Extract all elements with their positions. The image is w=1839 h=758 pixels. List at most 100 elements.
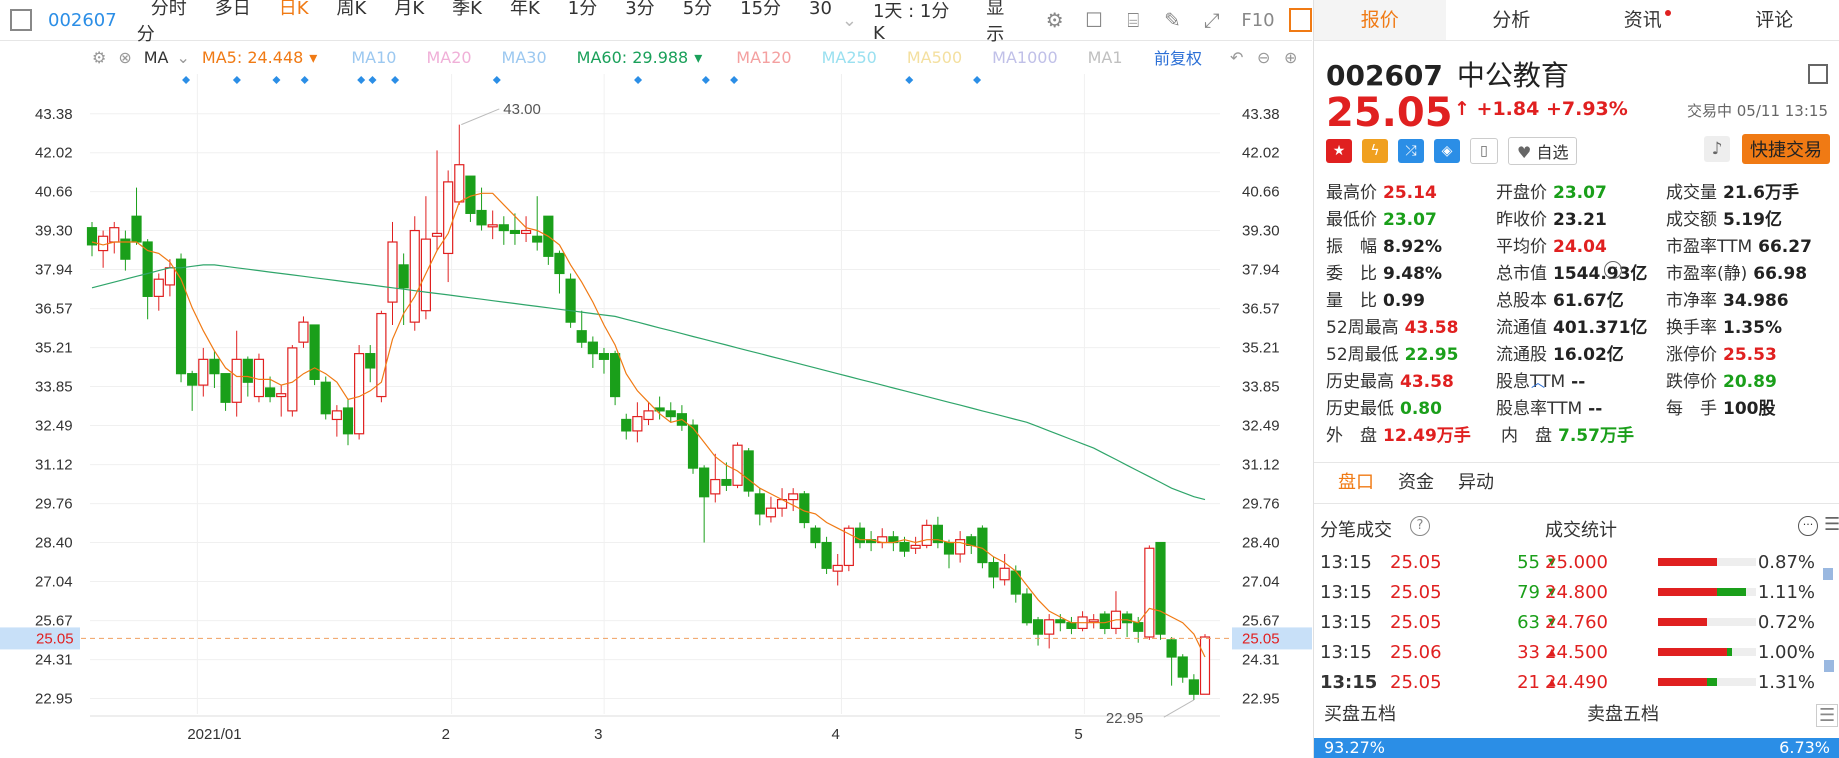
period-tab[interactable]: 30分 [136,0,832,45]
chevron-down-icon[interactable]: ⌄ [841,9,857,31]
chevron-down-icon[interactable]: ⌄ [176,47,190,67]
watchlist-label: 自选 [1536,143,1569,162]
quote-tab[interactable]: 评论 [1755,9,1794,31]
tick-price: 25.06 [1390,641,1442,663]
interval-select[interactable]: 1天 : 1分K [872,0,950,44]
stat-pct: 0.72% [1757,611,1816,633]
lightning-icon[interactable]: ϟ [1362,139,1388,163]
stock-code: 002607 [48,9,117,31]
add-watchlist-button[interactable]: ♥ 自选 [1508,137,1578,165]
candle-body [598,353,610,360]
settings-icon[interactable]: ⚙ [1045,8,1064,32]
period-tab[interactable]: 年K [509,0,540,19]
quote-label: 股息率TTM [1496,399,1583,419]
ma-item[interactable]: MA10 [351,47,397,67]
quick-trade-button[interactable]: 快捷交易 [1742,134,1830,164]
checkbox-icon[interactable]: ☐ [1084,8,1103,32]
period-tab[interactable]: 分时 [150,0,187,19]
ma-item[interactable]: MA500 [906,47,963,67]
undo-icon[interactable]: ↶ [1230,47,1244,67]
quote-value: 16.02亿 [1553,345,1624,365]
y-tick-label-right: 32.49 [1242,417,1280,434]
zoom-in-icon[interactable]: ⊕ [1284,47,1298,67]
stat-bar-buy [1658,588,1717,596]
scrollbar[interactable] [1823,568,1833,580]
shuffle-icon[interactable]: ⤮ [1398,139,1424,163]
ma-item[interactable]: MA120 [736,47,792,67]
quote-tab[interactable]: 报价 [1314,0,1446,40]
ma-item[interactable]: MA250 [821,47,877,67]
tag-icon[interactable]: ◈ [1434,139,1460,163]
ma-item[interactable]: MA60: 29.988 [576,47,689,67]
quote-label: 最低价 [1326,210,1377,230]
quote-cell: 市盈率TTM 66.27 [1666,232,1836,259]
period-tab[interactable]: 15分 [740,0,782,19]
period-tab[interactable]: 3分 [625,0,655,19]
candle-body [610,353,621,398]
y-tick-label-left: 27.04 [35,573,73,590]
quote-label: 总市值 [1496,264,1547,284]
x-tick-label: 4 [831,726,839,743]
quote-tab[interactable]: 资讯 [1577,0,1709,40]
x-tick-label: 5 [1074,726,1082,743]
chevron-down-icon[interactable]: ▾ [309,47,318,67]
china-flag-icon[interactable]: ★ [1326,139,1352,163]
pen-icon[interactable]: ✎ [1164,8,1181,32]
quote-row: 最低价 23.07 昨收价 23.21 成交额 5.19亿 [1326,205,1836,232]
collapse-panel-icon[interactable] [1808,64,1828,84]
period-tab[interactable]: 周K [336,0,367,19]
restore-rights-toggle[interactable]: 前复权 [1154,49,1203,68]
display-select[interactable]: 显示 [986,0,1005,45]
period-tab[interactable]: 日K [278,0,309,19]
side-panel-toggle[interactable] [1288,8,1312,32]
quote-label: 外 盘 [1326,426,1377,446]
quote-value: 66.27 [1758,237,1812,257]
quote-row: 振 幅 8.92% 平均价 24.04 市盈率TTM 66.27 [1326,232,1836,259]
ma-label[interactable]: MA [143,47,169,67]
ma-item[interactable]: MA30 [501,47,547,67]
chevron-down-icon[interactable]: ▾ [694,47,703,67]
candle-body [810,527,821,544]
candle-body [1133,622,1144,632]
ma-item[interactable]: MA5: 24.448 [201,47,304,67]
buy-five-label: 买盘五档 [1324,704,1396,725]
bell-icon[interactable]: ♪ [1704,136,1730,162]
layout-icon[interactable] [10,9,32,31]
fullscreen-icon[interactable]: ⤢ [1203,8,1220,32]
event-marker-icon [973,76,982,84]
period-tab[interactable]: 5分 [682,0,713,19]
scrollbar[interactable] [1824,660,1834,672]
ma-item[interactable]: MA20 [426,47,472,67]
stat-bar [1658,558,1757,566]
zoom-out-icon[interactable]: ⊖ [1257,47,1271,67]
period-tab[interactable]: 多日 [214,0,251,19]
close-icon[interactable]: ⊗ [118,47,132,67]
period-tab[interactable]: 1分 [567,0,598,19]
candlestick-chart[interactable]: 43.38 43.38 42.02 42.02 40.66 40.66 39.30 39.30… [0,74,1312,758]
settings-icon[interactable]: ⚙ [92,47,107,67]
more-icon[interactable]: ··· [1798,516,1818,536]
bookmark-icon[interactable]: ▯ [1470,138,1498,164]
detail-tab[interactable]: 资金 [1398,472,1434,493]
candle-body [365,353,376,369]
camera-icon[interactable]: ⌸ [1127,8,1140,32]
ma-item[interactable]: MA1 [1087,47,1123,67]
quote-label: 总股本 [1496,291,1547,311]
period-tab[interactable]: 月K [394,0,425,19]
f10-button[interactable]: F10 [1241,9,1275,31]
event-marker-icon [634,76,643,84]
quote-value: 100股 [1723,399,1776,419]
list-icon[interactable]: ☰ [1824,514,1839,535]
candle-body [1166,639,1177,658]
collapse-icon[interactable]: ︿ [1531,375,1545,391]
detail-tab[interactable]: 异动 [1458,472,1494,493]
more-icon[interactable]: ··· [1604,261,1622,279]
quote-tab[interactable]: 分析 [1492,9,1531,31]
detail-tab[interactable]: 盘口 [1338,472,1374,493]
list-icon[interactable]: ☰ [1816,704,1839,727]
ma-item[interactable]: MA1000 [992,47,1058,67]
period-tab[interactable]: 季K [452,0,482,19]
help-icon[interactable]: ? [1410,516,1430,536]
quote-cell: 历史最高 43.58 [1326,367,1496,394]
stat-bar-buy [1658,648,1727,656]
